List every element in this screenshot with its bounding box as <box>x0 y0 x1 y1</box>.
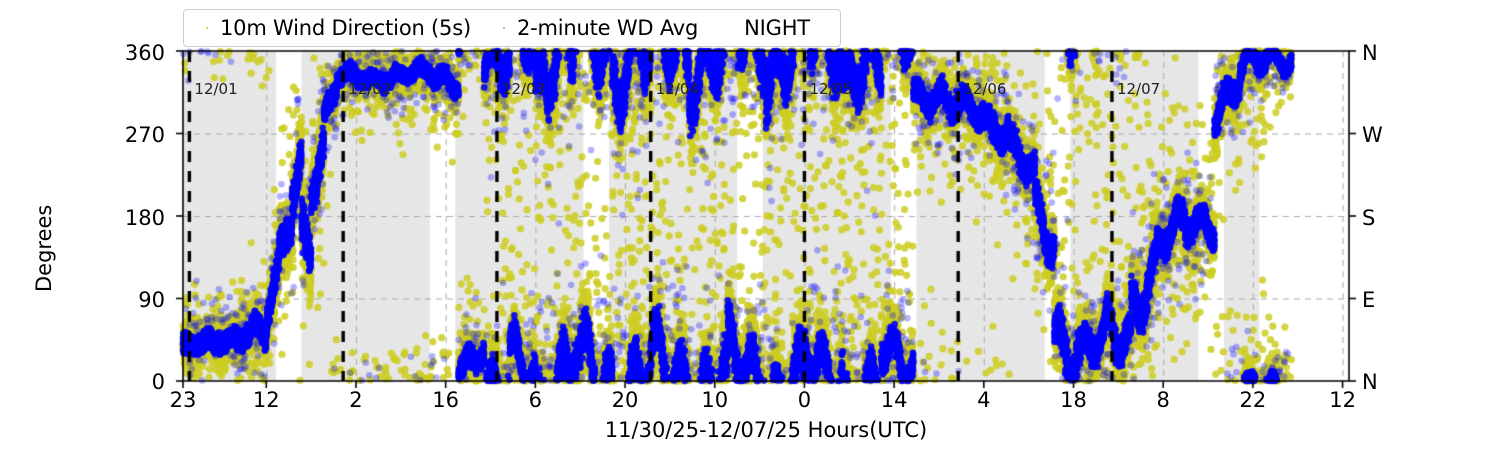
day-label-12-04: 12/04 <box>655 80 699 98</box>
legend-label-night: NIGHT <box>744 16 810 40</box>
right-tick-e: E <box>1362 288 1376 312</box>
y-tick-0: 0 <box>151 370 165 394</box>
legend-item-night: NIGHT <box>718 16 830 40</box>
chart-legend: 10m Wind Direction (5s) 2-minute WD Avg … <box>183 9 841 47</box>
y-tick-180: 180 <box>124 206 165 230</box>
day-label-12-02: 12/02 <box>348 80 392 98</box>
y-tick-270: 270 <box>124 123 165 147</box>
day-label-12-07: 12/07 <box>1116 80 1161 98</box>
day-label-12-06: 12/06 <box>963 80 1007 98</box>
x-tick-8: 14 <box>880 388 908 412</box>
legend-label-10m-wind-direction: 10m Wind Direction (5s) <box>220 16 471 40</box>
right-tick-w: W <box>1362 123 1383 147</box>
right-tick-n-bottom: N <box>1362 370 1378 394</box>
legend-item-10m-wind-direction: 10m Wind Direction (5s) <box>194 16 491 40</box>
x-axis-label: 11/30/25-12/07/25 Hours(UTC) <box>604 418 928 442</box>
legend-item-2-minute-wd-avg: 2-minute WD Avg <box>491 16 718 40</box>
x-tick-5: 20 <box>611 388 639 412</box>
x-tick-0: 23 <box>169 388 197 412</box>
x-tick-7: 0 <box>797 388 812 412</box>
y-tick-360: 360 <box>124 41 165 65</box>
x-tick-12: 22 <box>1239 388 1267 412</box>
x-tick-13: 12 <box>1329 388 1356 412</box>
x-tick-4: 6 <box>528 388 543 412</box>
right-tick-s: S <box>1362 206 1376 230</box>
y-tick-90: 90 <box>138 288 165 312</box>
x-tick-11: 8 <box>1156 388 1170 412</box>
right-tick-n-top: N <box>1362 41 1378 65</box>
x-tick-6: 10 <box>701 388 729 412</box>
day-label-12-05: 12/05 <box>809 80 853 98</box>
legend-label-2-minute-wd-avg: 2-minute WD Avg <box>516 16 699 40</box>
x-tick-2: 2 <box>349 388 363 412</box>
day-label-12-01: 12/01 <box>194 80 238 98</box>
y-axis-label: Degrees <box>32 204 56 292</box>
day-label-12-03: 12/03 <box>501 80 546 98</box>
x-tick-1: 12 <box>252 388 280 412</box>
x-tick-9: 4 <box>977 388 991 412</box>
x-tick-10: 18 <box>1060 388 1087 412</box>
x-tick-3: 16 <box>432 388 460 412</box>
